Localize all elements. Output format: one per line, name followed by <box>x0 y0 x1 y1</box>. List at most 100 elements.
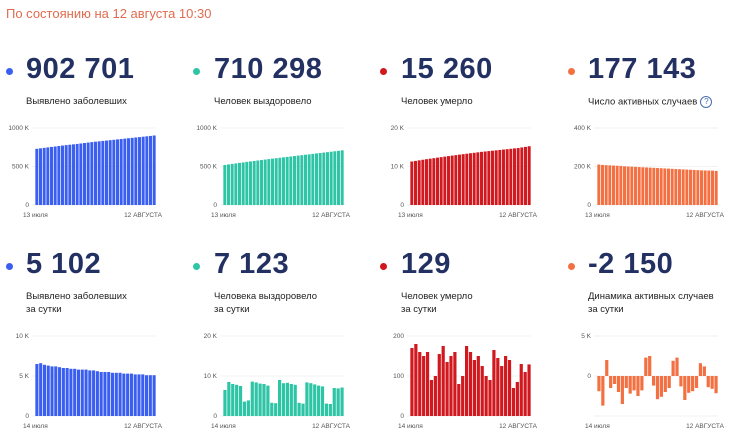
bar <box>278 157 282 205</box>
bar <box>223 164 227 205</box>
bar <box>46 365 50 416</box>
bar <box>432 158 436 205</box>
x-start-label: 13 июля <box>585 212 610 219</box>
blue-dot-icon <box>6 263 13 270</box>
deaths-daily-label: Человек умерло за сутки <box>401 291 473 315</box>
bar <box>289 156 293 205</box>
bar <box>632 376 636 391</box>
bar <box>433 376 437 416</box>
status-text: По состоянию на 12 августа 10:30 <box>6 6 212 21</box>
bar <box>309 383 313 416</box>
bar <box>79 143 83 205</box>
bar <box>480 151 483 205</box>
bar <box>469 153 472 205</box>
bar <box>328 404 332 416</box>
bar <box>238 386 243 416</box>
bar <box>123 138 127 205</box>
bar <box>687 376 691 393</box>
bar <box>105 140 108 205</box>
bar <box>126 373 130 416</box>
bar <box>320 386 325 416</box>
bar <box>90 142 94 205</box>
bar <box>76 369 81 416</box>
y-tick-label: 20 K <box>391 125 405 132</box>
bar <box>252 160 256 205</box>
deaths-daily-value: 129 <box>401 248 451 280</box>
bar <box>597 376 601 392</box>
bar <box>414 160 417 205</box>
bar <box>439 157 443 205</box>
bar <box>110 372 115 416</box>
bar <box>487 151 491 205</box>
bar <box>250 381 254 416</box>
x-start-label: 13 июля <box>211 212 236 219</box>
active-daily-value: -2 150 <box>588 248 674 280</box>
bar <box>39 148 42 205</box>
bar <box>46 147 50 205</box>
x-end-label: 12 АВГУСТА <box>686 212 725 219</box>
bar <box>706 376 710 388</box>
active-total-label: Число активных случаев? <box>588 96 713 109</box>
bar <box>130 137 134 205</box>
bar <box>453 352 457 416</box>
bar <box>523 372 527 416</box>
bar <box>241 162 245 205</box>
bar <box>39 363 43 416</box>
bar <box>491 150 494 205</box>
active-total-chart: 400 K 200 K 0 13 июля 12 АВГУСТА <box>574 125 725 219</box>
bar <box>301 403 305 416</box>
bar <box>137 374 141 416</box>
bar <box>108 140 112 205</box>
bar <box>472 152 476 205</box>
bar <box>112 139 116 205</box>
bar <box>35 364 39 416</box>
bar <box>492 350 496 416</box>
y-tick-label: 0 <box>213 413 217 420</box>
info-icon[interactable]: ? <box>700 96 713 108</box>
bar <box>694 376 699 388</box>
bar <box>608 165 612 205</box>
bar <box>260 160 263 205</box>
bar <box>450 155 454 205</box>
bar <box>238 162 241 205</box>
cases-daily-value: 5 102 <box>26 248 102 280</box>
bar <box>94 141 97 205</box>
bar <box>293 156 296 205</box>
bar <box>235 384 239 416</box>
bar <box>675 357 679 376</box>
bar <box>472 360 477 416</box>
bar <box>86 142 90 205</box>
bar <box>520 147 524 205</box>
bar <box>689 169 692 205</box>
bar <box>315 153 318 205</box>
y-tick-label: 1000 K <box>8 125 29 132</box>
bar <box>152 375 156 416</box>
bar <box>449 356 453 416</box>
bar <box>674 169 678 205</box>
bar <box>73 368 77 416</box>
bar <box>488 380 492 416</box>
x-end-label: 12 АВГУСТА <box>124 423 163 430</box>
bar <box>141 374 145 416</box>
bar <box>84 369 88 416</box>
bar <box>101 140 105 205</box>
y-tick-label: 0 <box>587 373 591 380</box>
bar <box>707 170 711 205</box>
bar <box>97 141 101 205</box>
bar <box>612 376 617 384</box>
bar <box>256 160 260 205</box>
y-tick-label: 5 K <box>581 333 591 340</box>
bar <box>480 366 484 416</box>
bar <box>702 366 706 376</box>
bar <box>461 154 465 205</box>
recovered-total-chart: 1000 K 500 K 0 13 июля 12 АВГУСТА <box>196 125 350 219</box>
bar <box>270 402 274 416</box>
y-tick-label: 100 <box>393 373 404 380</box>
bar <box>311 153 315 205</box>
bar <box>285 382 290 416</box>
teal-dot-icon <box>193 263 200 270</box>
bar <box>663 168 667 205</box>
bar <box>498 149 502 205</box>
bar <box>35 148 39 205</box>
bar <box>637 167 641 205</box>
